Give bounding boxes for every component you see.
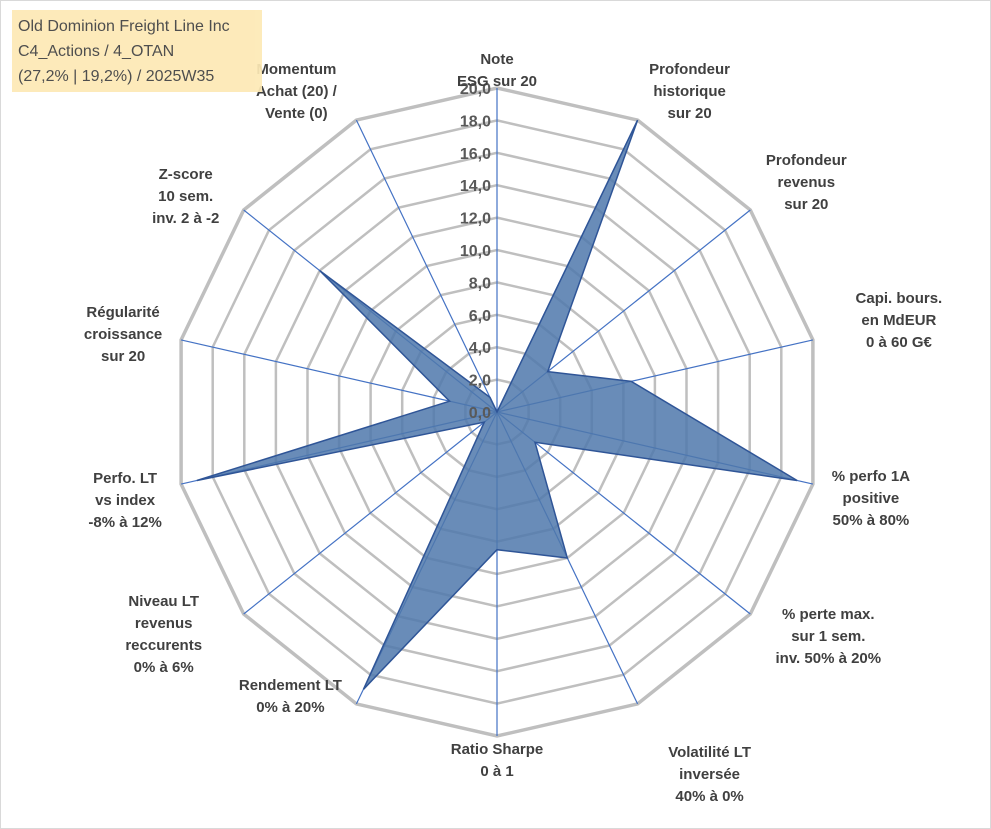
category-label-line: 50% à 80%: [833, 512, 910, 529]
category-label-line: Z-score: [159, 166, 213, 183]
category-label-line: Momentum: [256, 61, 336, 78]
category-label: Perfo. LT vs index -8% à 12%: [88, 470, 161, 531]
category-label-line: sur 20: [667, 105, 711, 122]
radial-tick-labels: 0,0 2,0 4,0 6,0 8,0 10,0 12,0 14,0 16,0 18,0 20,0: [460, 81, 491, 422]
category-label-line: 0% à 6%: [134, 659, 194, 676]
category-label-line: 0 à 60 G€: [866, 334, 933, 351]
category-label-line: 0% à 20%: [256, 699, 324, 716]
title-box: Old Dominion Freight Line Inc C4_Actions…: [12, 10, 262, 92]
category-label-line: historique: [653, 83, 726, 100]
category-label-line: sur 20: [101, 348, 145, 365]
category-label-line: 0 à 1: [480, 763, 513, 780]
category-label: Z-score 10 sem. inv. 2 à -2: [152, 166, 219, 227]
category-label-line: 40% à 0%: [675, 788, 743, 805]
category-label: Ratio Sharpe 0 à 1: [451, 741, 544, 780]
category-label-line: Rendement LT: [239, 677, 342, 694]
category-label-line: Profondeur: [766, 152, 847, 169]
category-label: % perte max. sur 1 sem. inv. 50% à 20%: [775, 606, 881, 667]
category-label-line: croissance: [84, 326, 162, 343]
category-label-line: Niveau LT: [128, 593, 199, 610]
axis-spoke: [496, 411, 751, 615]
category-label-line: Perfo. LT: [93, 470, 157, 487]
radar-series: [196, 119, 798, 690]
category-label-line: Ratio Sharpe: [451, 741, 544, 758]
category-label-line: inv. 50% à 20%: [775, 650, 881, 667]
tick-label: 10,0: [460, 243, 491, 260]
category-label-line: % perte max.: [782, 606, 875, 623]
axis-spoke: [180, 339, 498, 413]
category-label: Note ESG sur 20: [457, 51, 537, 90]
category-label-line: Achat (20) /: [256, 83, 338, 100]
tick-label: 4,0: [469, 340, 491, 357]
category-label-line: en MdEUR: [861, 312, 936, 329]
category-label: Profondeur revenus sur 20: [766, 152, 847, 213]
portfolio-label: C4_Actions / 4_OTAN: [18, 43, 175, 60]
tick-label: 20,0: [460, 81, 491, 98]
tick-label: 2,0: [469, 373, 491, 390]
category-label-line: revenus: [135, 615, 193, 632]
tick-label: 8,0: [469, 275, 491, 292]
tick-label: 14,0: [460, 178, 491, 195]
axis-spoke: [243, 411, 498, 615]
category-label-line: inversée: [679, 766, 740, 783]
category-label-line: -8% à 12%: [88, 514, 161, 531]
category-label: Volatilité LT inversée 40% à 0%: [668, 744, 751, 805]
category-label-line: vs index: [95, 492, 156, 509]
category-label: Momentum Achat (20) / Vente (0): [256, 61, 338, 122]
category-label-line: sur 1 sem.: [791, 628, 865, 645]
category-label-line: Vente (0): [265, 105, 328, 122]
category-label: Rendement LT 0% à 20%: [239, 677, 342, 716]
category-label-line: Note: [480, 51, 513, 68]
category-label-line: ESG sur 20: [457, 73, 537, 90]
performance-summary: (27,2% | 19,2%) / 2025W35: [18, 68, 215, 85]
category-label-line: Volatilité LT: [668, 744, 751, 761]
category-label-line: 10 sem.: [158, 188, 213, 205]
category-label-line: inv. 2 à -2: [152, 210, 219, 227]
tick-label: 12,0: [460, 211, 491, 228]
category-label: % perfo 1A positive 50% à 80%: [832, 468, 911, 529]
category-label-line: % perfo 1A: [832, 468, 911, 485]
category-label-line: revenus: [778, 174, 836, 191]
axis-spoke: [355, 119, 498, 413]
series-area: [196, 119, 798, 690]
category-label: Capi. bours. en MdEUR 0 à 60 G€: [856, 290, 943, 351]
category-label-line: sur 20: [784, 196, 828, 213]
company-name: Old Dominion Freight Line Inc: [18, 18, 230, 35]
tick-label: 18,0: [460, 113, 491, 130]
tick-label: 16,0: [460, 146, 491, 163]
category-label-line: positive: [843, 490, 900, 507]
category-label-line: Profondeur: [649, 61, 730, 78]
category-label-line: Régularité: [86, 304, 159, 321]
category-label: Profondeur historique sur 20: [649, 61, 730, 122]
tick-label: 6,0: [469, 308, 491, 325]
category-label-line: Capi. bours.: [856, 290, 943, 307]
tick-label: 0,0: [469, 405, 491, 422]
category-label: Régularité croissance sur 20: [84, 304, 162, 365]
category-label: Niveau LT revenus reccurents 0% à 6%: [125, 593, 202, 676]
category-labels: Note ESG sur 20 Profondeur historique sur 20…: [84, 51, 942, 805]
category-label-line: reccurents: [125, 637, 202, 654]
